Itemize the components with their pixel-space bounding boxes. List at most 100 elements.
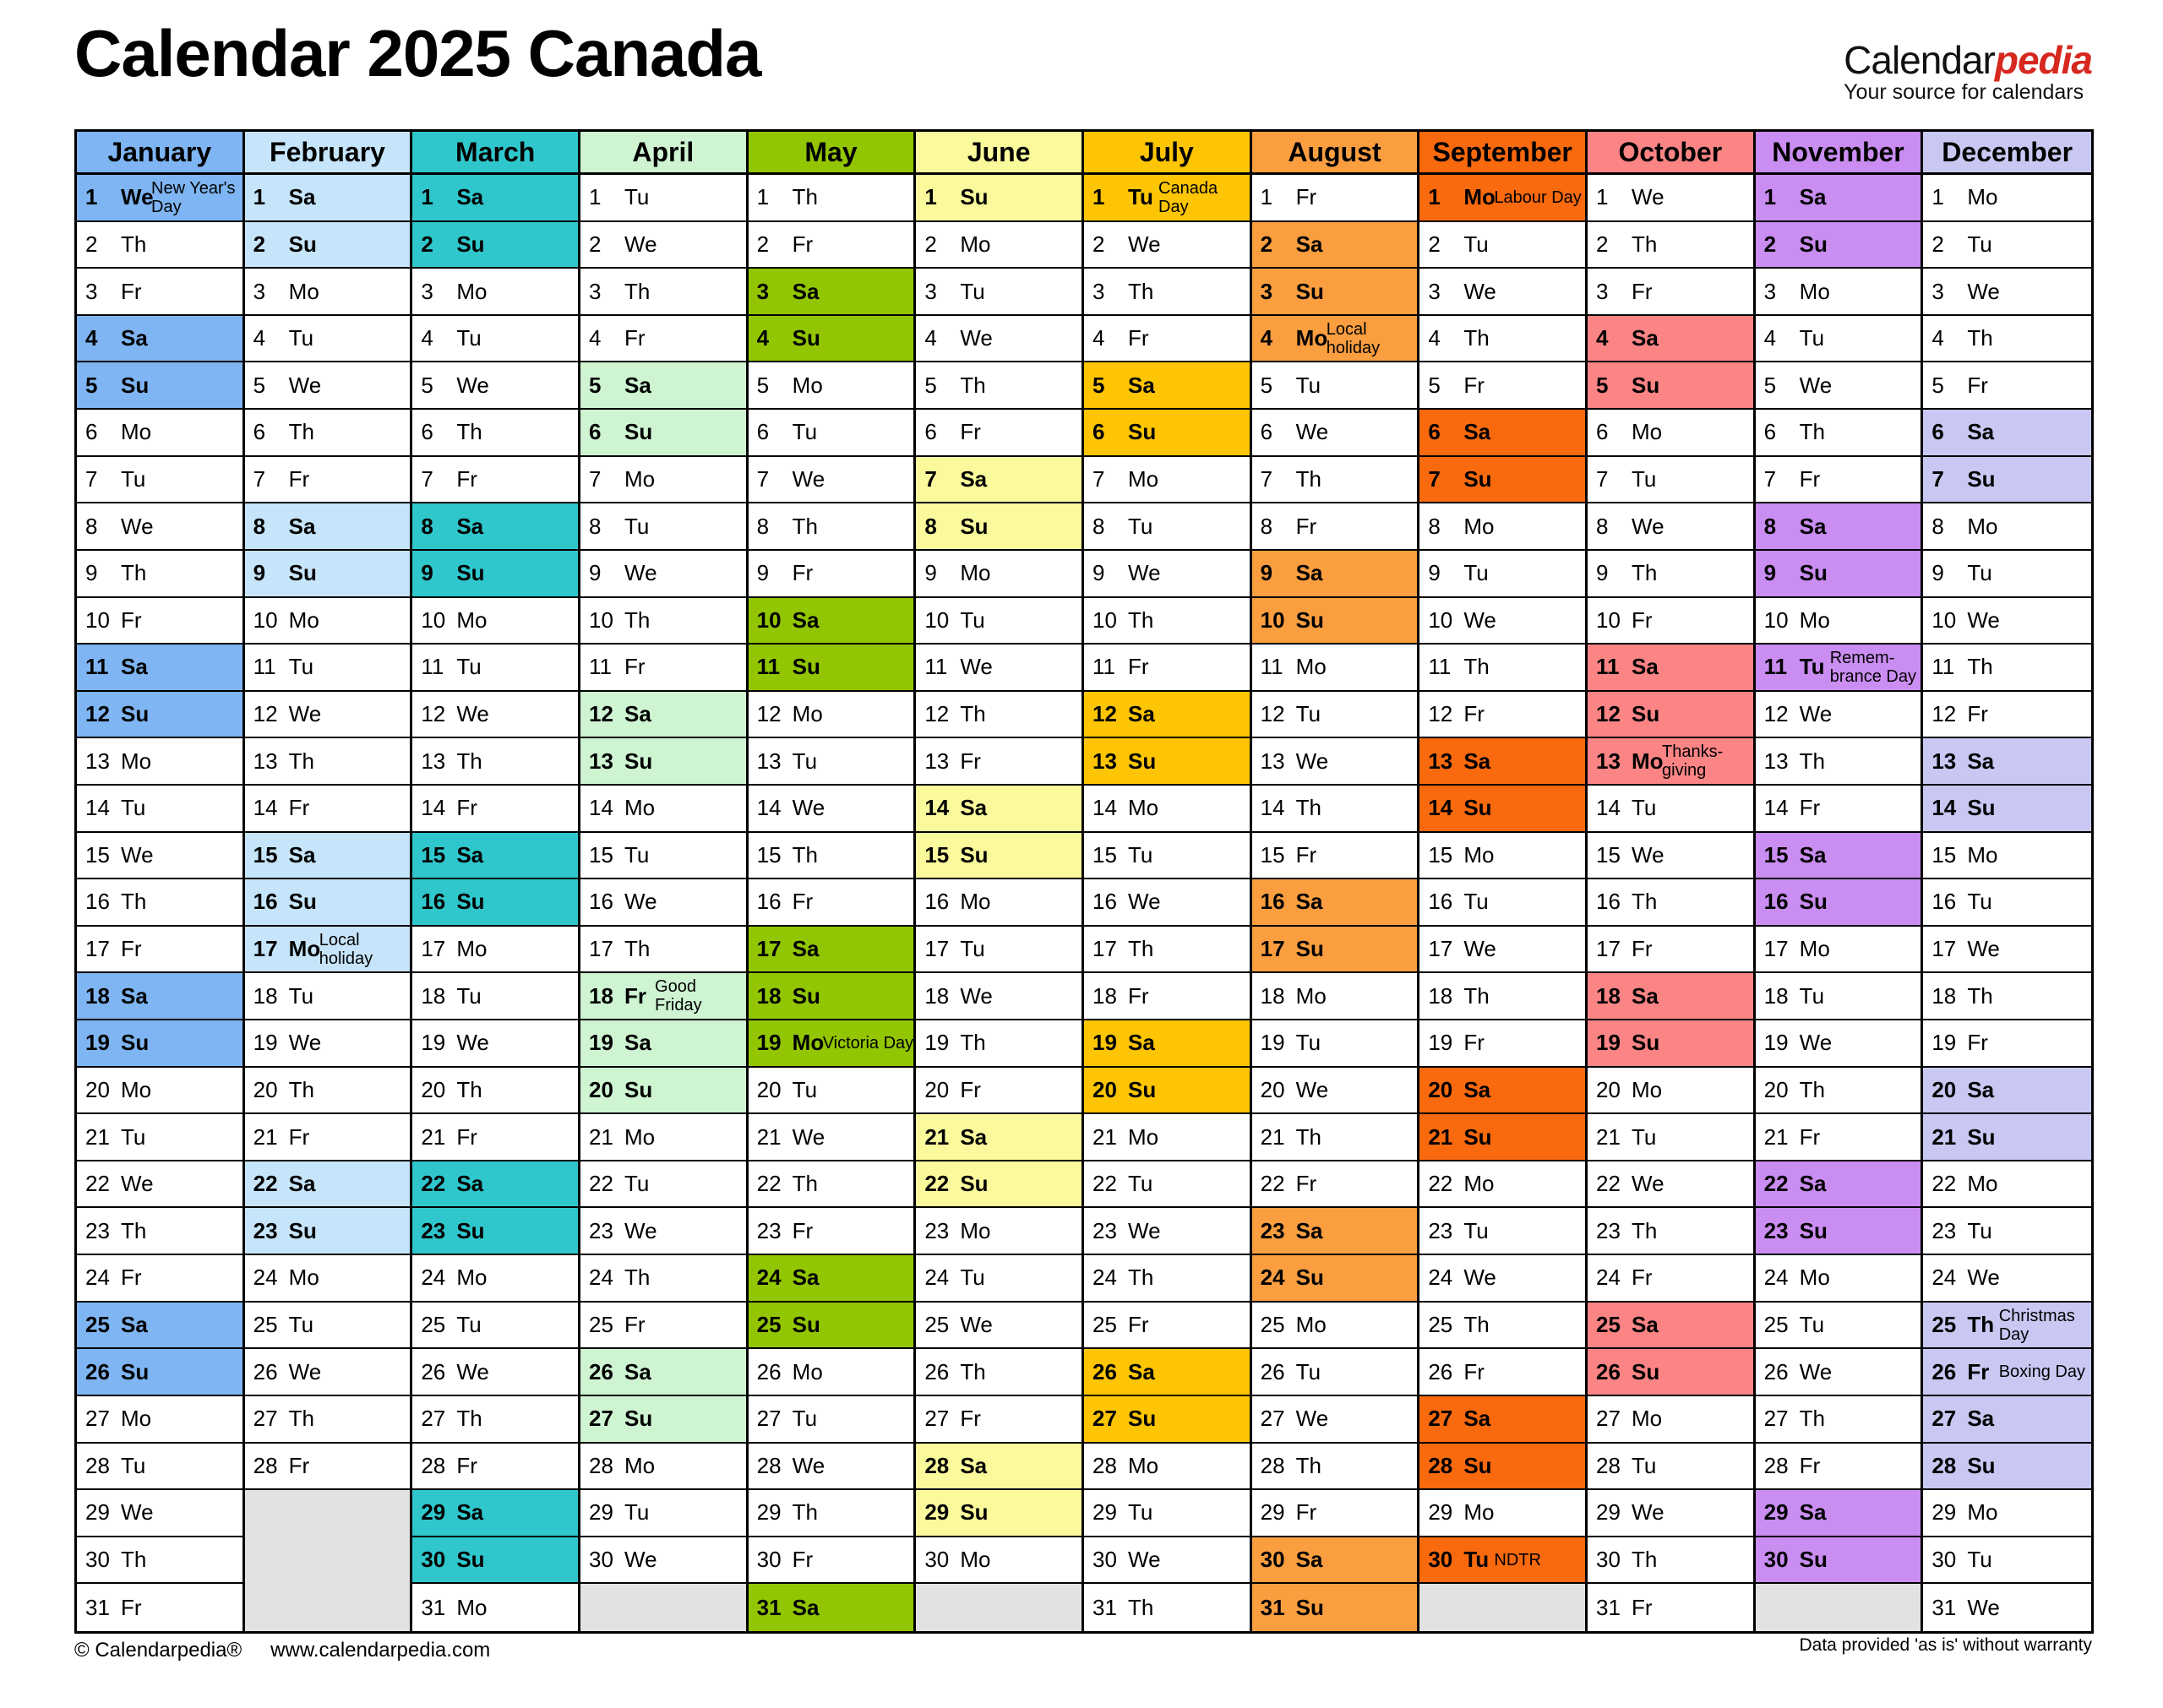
weekday-label: Mo xyxy=(121,419,152,445)
day-number: 19 xyxy=(1596,1030,1621,1056)
weekday-label: Tu xyxy=(792,1076,818,1102)
day-cell-june-24: 24 Tu xyxy=(916,1255,1082,1303)
weekday-label: Sa xyxy=(792,278,820,304)
weekday-label: Fr xyxy=(456,465,477,492)
day-cell-october-23: 23 Th xyxy=(1588,1208,1753,1256)
day-cell-september-27: 27 Sa xyxy=(1419,1395,1585,1444)
month-header-january: January xyxy=(77,132,242,175)
weekday-label: Sa xyxy=(1463,1076,1491,1102)
day-number: 20 xyxy=(589,1076,613,1102)
day-cell-october-8: 8 We xyxy=(1588,503,1753,551)
weekday-label: Mo xyxy=(792,1358,823,1384)
day-cell-august-1: 1 Fr xyxy=(1251,175,1418,222)
day-number: 10 xyxy=(589,607,613,633)
day-number: 12 xyxy=(1931,701,1957,727)
day-number: 8 xyxy=(756,513,770,539)
weekday-label: Th xyxy=(288,1076,314,1102)
weekday-label: Th xyxy=(456,1406,482,1432)
weekday-label: Tu xyxy=(1799,325,1825,351)
weekday-label: We xyxy=(1632,1171,1664,1197)
month-column-june: June 1 Su 2 Mo 3 Tu 4 We 5 Th 6 Fr 7 Sa 8 Su 9 Mo 10 Tu 11 We 1… xyxy=(916,132,1084,1631)
day-cell-april-15: 15 Tu xyxy=(580,832,746,880)
day-number: 23 xyxy=(924,1217,950,1243)
day-number: 15 xyxy=(253,841,278,868)
day-number: 11 xyxy=(421,654,444,680)
day-number: 15 xyxy=(1092,841,1117,868)
day-number: 9 xyxy=(756,560,770,586)
day-cell-july-18: 18 Fr xyxy=(1084,973,1250,1021)
weekday-label: Su xyxy=(1128,1076,1157,1102)
day-cell-july-1: 1 Tu Canada Day xyxy=(1084,175,1250,222)
day-cell-july-25: 25 Fr xyxy=(1084,1302,1250,1350)
weekday-label: Su xyxy=(624,419,653,445)
day-number: 26 xyxy=(1931,1358,1957,1384)
day-cell-may-9: 9 Fr xyxy=(748,550,914,598)
day-number: 27 xyxy=(253,1406,278,1432)
weekday-label: Th xyxy=(792,1171,818,1197)
day-number: 27 xyxy=(1260,1406,1285,1432)
day-cell-january-30: 30 Th xyxy=(77,1537,242,1585)
weekday-label: Su xyxy=(960,184,989,210)
weekday-label: Sa xyxy=(288,513,316,539)
weekday-label: Tu xyxy=(624,1171,650,1197)
website-link[interactable]: www.calendarpedia.com xyxy=(270,1639,491,1662)
day-cell-june-5: 5 Th xyxy=(916,362,1082,411)
weekday-label: Sa xyxy=(1967,1406,1995,1432)
weekday-label: Sa xyxy=(624,701,651,727)
weekday-label: Su xyxy=(121,701,150,727)
weekday-label: Tu xyxy=(960,1265,985,1291)
day-cell-june-21: 21 Sa xyxy=(916,1114,1082,1161)
day-number: 14 xyxy=(85,795,110,821)
day-cell-january-6: 6 Mo xyxy=(77,410,242,457)
day-cell-august-21: 21 Th xyxy=(1251,1114,1418,1161)
weekday-label: Tu xyxy=(121,465,146,492)
weekday-label: Tu xyxy=(1295,372,1321,398)
weekday-label: Mo xyxy=(960,1217,991,1243)
day-cell-june-17: 17 Tu xyxy=(916,926,1082,974)
day-cell-october-31: 31 Fr xyxy=(1588,1584,1753,1631)
day-number: 5 xyxy=(1931,372,1944,398)
day-cell-july-28: 28 Mo xyxy=(1084,1443,1250,1491)
weekday-label: Tu xyxy=(288,982,314,1009)
holiday-note: Labour Day xyxy=(1494,188,1582,207)
weekday-label: We xyxy=(1967,936,2000,962)
weekday-label: Su xyxy=(792,325,820,351)
day-number: 1 xyxy=(85,184,98,210)
day-cell-october-16: 16 Th xyxy=(1588,879,1753,927)
day-cell-november-26: 26 We xyxy=(1755,1349,1921,1396)
day-number: 27 xyxy=(85,1406,110,1432)
day-cell-april-23: 23 We xyxy=(580,1208,746,1256)
day-cell-june-8: 8 Su xyxy=(916,503,1082,551)
day-number: 11 xyxy=(1931,654,1955,680)
weekday-label: Mo xyxy=(624,795,656,821)
weekday-label: Fr xyxy=(1295,841,1317,868)
day-number: 21 xyxy=(253,1123,278,1150)
day-cell-august-20: 20 We xyxy=(1251,1067,1418,1115)
day-number: 17 xyxy=(756,936,782,962)
day-cell-june-13: 13 Fr xyxy=(916,738,1082,786)
weekday-label: Tu xyxy=(1967,1217,1992,1243)
day-number: 12 xyxy=(1763,701,1789,727)
day-cell-august-10: 10 Su xyxy=(1251,597,1418,645)
day-number: 28 xyxy=(1763,1452,1789,1478)
day-number: 26 xyxy=(924,1358,950,1384)
weekday-label: Tu xyxy=(1295,701,1321,727)
weekday-label: Su xyxy=(288,889,317,915)
day-cell-april-12: 12 Sa xyxy=(580,691,746,739)
day-cell-march-8: 8 Sa xyxy=(412,503,578,551)
weekday-label: Fr xyxy=(624,654,646,680)
day-number: 22 xyxy=(756,1171,782,1197)
day-cell-october-22: 22 We xyxy=(1588,1161,1753,1209)
weekday-label: Tu xyxy=(1632,1452,1657,1478)
day-number: 20 xyxy=(756,1076,782,1102)
weekday-label: Su xyxy=(121,1030,150,1056)
day-cell-november-30: 30 Su xyxy=(1755,1537,1921,1585)
day-cell-january-8: 8 We xyxy=(77,503,242,551)
day-cell-april-26: 26 Sa xyxy=(580,1349,746,1396)
weekday-label: Th xyxy=(624,936,651,962)
day-number: 27 xyxy=(924,1406,950,1432)
weekday-label: Th xyxy=(1295,1123,1321,1150)
weekday-label: Tu xyxy=(1295,1030,1321,1056)
day-cell-march-3: 3 Mo xyxy=(412,269,578,316)
day-number: 23 xyxy=(1428,1217,1453,1243)
